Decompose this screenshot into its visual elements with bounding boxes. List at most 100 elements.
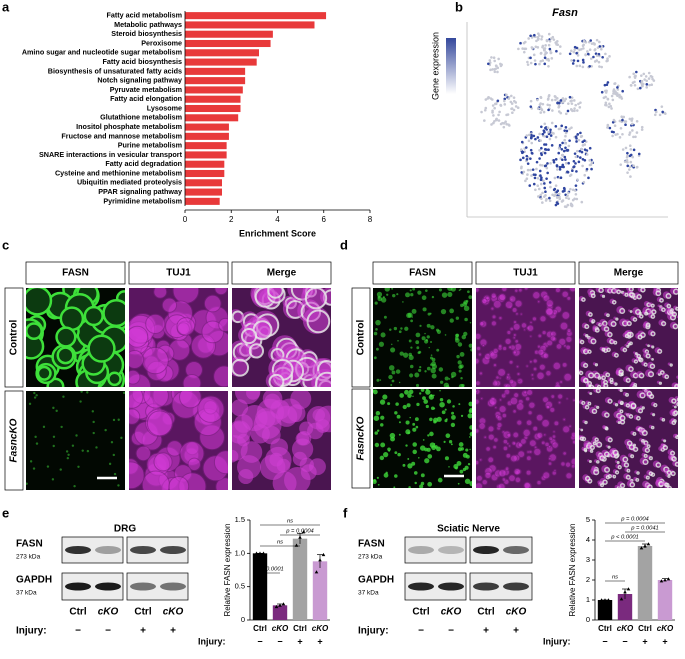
category-label: Biosynthesis of unsaturated fatty acids [48,66,182,75]
speck [437,477,443,483]
cell-dot [554,95,557,99]
cell-dot [574,193,578,196]
cell [536,431,544,440]
overlap [661,307,666,313]
cell-dot [573,152,577,155]
speck [391,343,393,346]
cell [528,359,533,364]
bar [292,538,308,620]
overlap [624,333,630,339]
cell [232,449,239,463]
speck [35,442,39,445]
speck [386,293,389,296]
x-tick-label: 2 [229,215,234,224]
column-header: FASN [409,268,436,279]
speck [443,440,446,443]
cell [570,431,575,438]
speck [460,447,464,451]
speck [467,290,470,294]
overlap [596,405,600,409]
cell [566,328,572,334]
cell [505,452,512,459]
significance-label: p = 0.0004 [285,529,314,535]
cell-dot [543,143,546,146]
cell-dot [558,195,561,199]
speck [51,478,55,481]
cell [476,288,480,293]
cell [515,402,525,411]
overlap [626,468,631,473]
overlap [629,481,636,488]
cell-dot [555,164,559,167]
overlap [648,456,653,461]
cell-dot [514,101,518,104]
cell-dot [570,126,573,129]
cell-dot [628,144,632,148]
cell-dot [503,97,507,101]
cell-dot [489,97,493,100]
cell-dot [500,63,503,67]
blot-band [473,546,499,554]
cell [153,452,173,472]
cell [129,350,145,369]
overlap [660,321,667,327]
cell-dot [556,39,559,43]
speck [425,389,429,391]
cell-dot [556,175,560,179]
speck [414,481,417,485]
cell-dot [488,59,492,62]
cell-dot [624,123,627,126]
cell [553,420,560,427]
overlap [641,406,645,410]
speck [394,451,398,455]
speck [457,482,460,485]
cell-dot [537,187,541,191]
cell-dot [524,40,527,44]
speck [428,346,430,349]
cell-dot [483,108,487,112]
cell-dot [632,135,635,139]
blot-band [473,582,499,591]
cell-dot [557,147,561,150]
overlap [625,377,631,383]
row-header: Control [9,320,20,356]
speck [110,440,114,444]
data-point [619,597,624,601]
speck [425,289,428,292]
cell [497,368,507,377]
cell-dot [539,102,542,105]
cell-dot [605,83,609,86]
speck [468,401,472,407]
overlap [583,447,588,452]
speck [415,425,419,429]
overlap [627,342,631,346]
overlap [614,382,618,386]
cell [522,428,531,438]
cell [511,440,517,446]
overlap [607,398,613,404]
speck [391,370,396,375]
cell [548,436,554,442]
column-header-box [372,261,473,285]
cell-dot [544,51,548,55]
cell [525,469,532,476]
speck [52,435,56,438]
cell-dot [604,95,607,99]
micrograph [579,288,678,387]
cell [496,415,503,422]
cell-dot [559,99,563,102]
cell [497,482,506,488]
speck [399,393,404,398]
cell-dot [580,147,583,151]
overlap [613,340,618,345]
overlap [643,453,648,458]
speck [388,374,393,380]
cell [295,432,310,446]
micrograph [232,391,331,490]
speck [468,295,472,300]
cell [488,397,498,406]
overlap [619,307,626,315]
column-header-box [128,261,229,285]
cell-dot [563,138,566,142]
overlap [601,294,606,298]
